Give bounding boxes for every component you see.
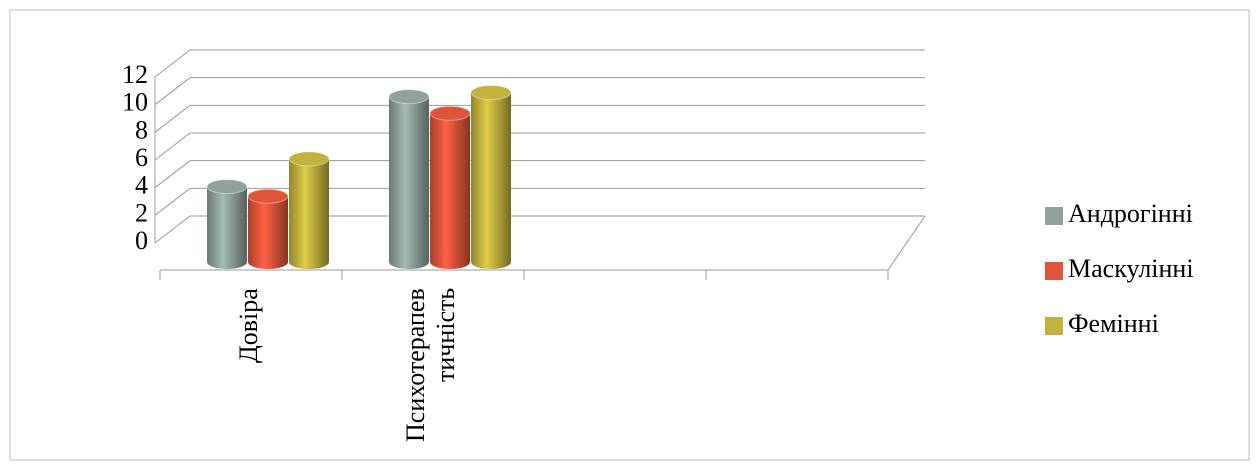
cylinder-top: [247, 188, 289, 204]
side-grid-line: [154, 187, 191, 216]
cylinder-top: [429, 105, 471, 121]
cylinder-body: [389, 96, 429, 270]
cylinder-body: [289, 158, 329, 269]
x-tick-label: Психотерапевтичність: [401, 288, 460, 442]
cylinder-body: [471, 92, 511, 270]
legend-label: Фемінні: [1068, 309, 1159, 338]
y-tick-label: 6: [135, 143, 148, 172]
side-grid-line: [154, 215, 191, 244]
cylinder-top: [288, 151, 330, 167]
bar: [388, 89, 430, 270]
y-tick-label: 10: [122, 88, 148, 117]
side-grid-line: [154, 160, 191, 189]
x-tick-label: Довіра: [234, 288, 263, 363]
bar: [247, 188, 289, 269]
cylinder-body: [207, 186, 247, 269]
cylinder-top: [388, 89, 430, 105]
cylinder-body: [248, 196, 288, 269]
floor-right: [887, 215, 926, 271]
side-grid-line: [154, 104, 191, 133]
legend-swatch: [1045, 317, 1063, 335]
y-tick-label: 0: [135, 226, 148, 255]
cylinder-body: [430, 113, 470, 270]
y-tick-label: 4: [135, 171, 148, 200]
y-tick-label: 12: [122, 60, 148, 89]
legend-swatch: [1045, 262, 1063, 280]
legend-swatch: [1045, 207, 1063, 225]
cylinder-top: [470, 85, 512, 101]
side-grid-line: [154, 49, 191, 78]
frame: [9, 9, 1250, 461]
side-grid-line: [154, 132, 191, 161]
y-tick-label: 8: [135, 115, 148, 144]
bar: [470, 85, 512, 270]
cylinder-top: [206, 179, 248, 195]
legend-label: Андрогінні: [1068, 199, 1193, 228]
bar: [429, 105, 471, 270]
bar: [206, 179, 248, 269]
legend-label: Маскулінні: [1068, 254, 1194, 283]
side-grid-line: [154, 77, 191, 106]
y-tick-label: 2: [135, 198, 148, 227]
bar: [288, 151, 330, 269]
